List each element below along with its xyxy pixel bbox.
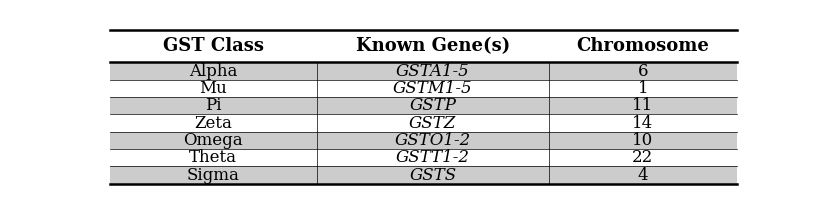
Text: GST Class: GST Class bbox=[163, 37, 263, 55]
Text: Omega: Omega bbox=[183, 132, 243, 149]
Text: 22: 22 bbox=[632, 149, 653, 166]
Text: Known Gene(s): Known Gene(s) bbox=[356, 37, 510, 55]
Text: GSTA1-5: GSTA1-5 bbox=[396, 63, 470, 80]
Bar bbox=[110, 166, 737, 184]
Text: 6: 6 bbox=[638, 63, 648, 80]
Text: Alpha: Alpha bbox=[189, 63, 237, 80]
Text: Chromosome: Chromosome bbox=[577, 37, 710, 55]
Text: Sigma: Sigma bbox=[187, 167, 240, 184]
Text: GSTO1-2: GSTO1-2 bbox=[395, 132, 471, 149]
Text: 14: 14 bbox=[632, 114, 653, 131]
Text: Pi: Pi bbox=[205, 97, 221, 114]
Text: Zeta: Zeta bbox=[194, 114, 232, 131]
Text: GSTS: GSTS bbox=[409, 167, 456, 184]
Text: 11: 11 bbox=[632, 97, 653, 114]
Bar bbox=[110, 62, 737, 80]
Text: Theta: Theta bbox=[189, 149, 237, 166]
Text: 10: 10 bbox=[632, 132, 653, 149]
Bar bbox=[110, 97, 737, 114]
Text: GSTP: GSTP bbox=[410, 97, 456, 114]
Text: 1: 1 bbox=[638, 80, 648, 97]
Text: Mu: Mu bbox=[199, 80, 227, 97]
Text: GSTZ: GSTZ bbox=[409, 114, 456, 131]
Text: GSTM1-5: GSTM1-5 bbox=[393, 80, 472, 97]
Bar bbox=[110, 132, 737, 149]
Text: 4: 4 bbox=[638, 167, 648, 184]
Text: GSTT1-2: GSTT1-2 bbox=[396, 149, 470, 166]
